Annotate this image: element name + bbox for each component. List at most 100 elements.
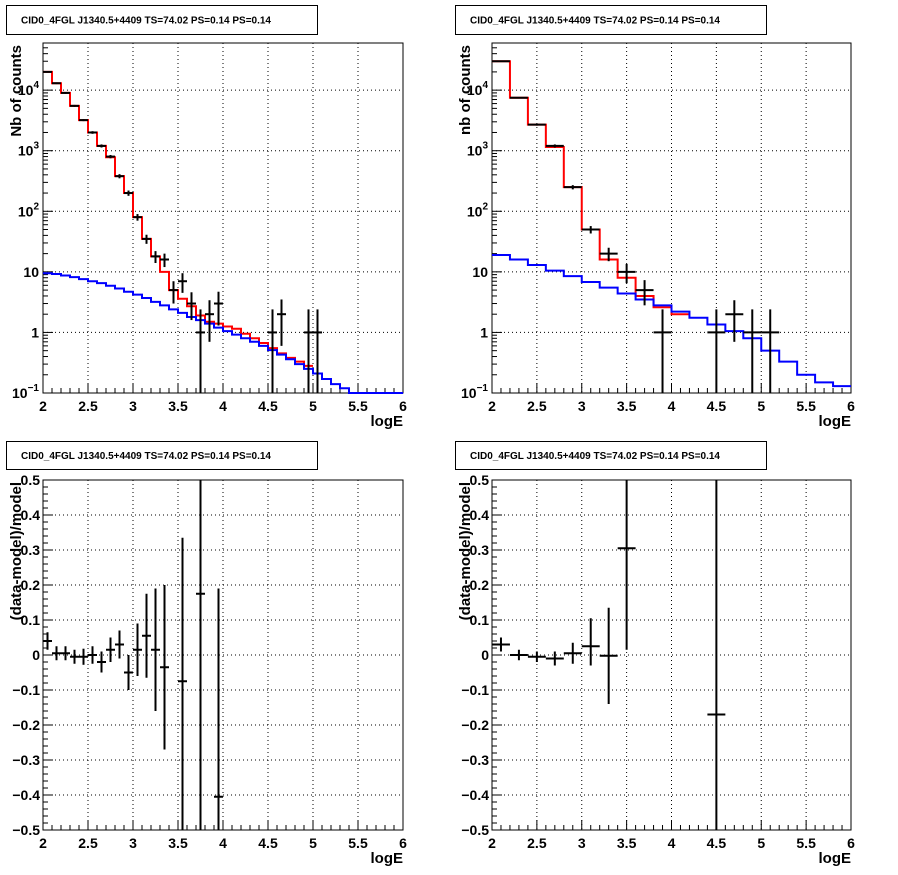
x-tick-label: 4.5 [258, 398, 278, 414]
data-point [115, 174, 124, 179]
x-tick-label: 4 [219, 398, 227, 414]
data-point [313, 309, 322, 393]
x-tick-label: 5.5 [796, 398, 816, 414]
series-residual-points [492, 480, 726, 830]
chart-panel-1: CID0_4FGL J1340.5+4409 TS=74.02 PS=0.14 … [6, 5, 407, 430]
data-point [545, 144, 564, 148]
data-point [277, 299, 286, 346]
data-point [527, 651, 546, 662]
x-tick-label: 5 [757, 835, 765, 851]
data-point [151, 251, 160, 264]
grid [43, 480, 403, 830]
data-point [169, 281, 178, 304]
data-point [115, 630, 124, 659]
axis-ticks [491, 479, 852, 831]
data-point [268, 309, 277, 393]
data-point [187, 292, 196, 321]
x-tick-label: 3.5 [617, 835, 637, 851]
x-tick-label: 3.5 [168, 398, 188, 414]
chart-panel-2: CID0_4FGL J1340.5+4409 TS=74.02 PS=0.14 … [455, 5, 855, 430]
grid [43, 43, 403, 393]
data-point [79, 119, 88, 122]
data-point [124, 190, 133, 196]
data-point [743, 309, 762, 393]
x-tick-label: 6 [399, 398, 407, 414]
series-data-points [43, 70, 322, 393]
y-tick-label: 103 [467, 141, 489, 159]
y-tick-label: 103 [18, 141, 40, 159]
x-tick-label: 5.5 [348, 835, 368, 851]
data-point [635, 280, 654, 306]
chart-panel-3: CID0_4FGL J1340.5+4409 TS=74.02 PS=0.14 … [6, 441, 407, 867]
axis-ticks [42, 42, 404, 394]
x-tick-label: 6 [399, 835, 407, 851]
x-tick-label: 4.5 [707, 398, 727, 414]
series-total-model-line [492, 60, 690, 316]
data-point [43, 70, 52, 73]
data-point [70, 104, 79, 107]
y-tick-label: 1 [31, 324, 39, 340]
data-point [205, 300, 214, 342]
y-tick-label: 0.4 [21, 507, 41, 523]
data-point [563, 642, 582, 664]
data-point [133, 623, 142, 676]
x-axis-label: logE [371, 850, 404, 867]
x-tick-label: 4 [668, 398, 676, 414]
x-axis-label: logE [371, 413, 404, 430]
x-tick-label: 3.5 [168, 835, 188, 851]
y-axis-label: (data-model)/model [457, 482, 474, 620]
data-point [97, 651, 106, 673]
x-tick-label: 2.5 [527, 398, 547, 414]
data-point [106, 154, 115, 159]
y-tick-label: 0.2 [470, 577, 490, 593]
y-tick-label: 10−1 [461, 383, 488, 401]
y-tick-label: −0.1 [12, 682, 40, 698]
x-tick-label: 3 [578, 398, 586, 414]
data-point [142, 234, 151, 244]
x-tick-label: 2 [39, 398, 47, 414]
x-tick-label: 2.5 [78, 835, 98, 851]
series-residual-points [43, 480, 223, 830]
grid [492, 43, 851, 393]
y-tick-label: −0.4 [12, 787, 40, 803]
x-tick-label: 6 [847, 835, 855, 851]
y-tick-label: 0 [32, 647, 40, 663]
x-tick-label: 3.5 [617, 398, 637, 414]
y-axis-label: nb of counts [457, 45, 474, 135]
y-tick-label: −0.3 [461, 752, 489, 768]
x-tick-label: 3 [129, 835, 137, 851]
x-axis-label: logE [819, 850, 852, 867]
series-source-model-line [43, 272, 403, 394]
x-tick-label: 5 [757, 398, 765, 414]
data-point [545, 651, 564, 666]
x-tick-label: 3 [578, 835, 586, 851]
data-point [151, 588, 160, 711]
x-tick-label: 4.5 [707, 835, 727, 851]
data-point [196, 309, 205, 393]
x-tick-label: 5 [309, 835, 317, 851]
x-tick-label: 2 [39, 835, 47, 851]
data-point [617, 480, 636, 650]
data-point [725, 300, 744, 342]
y-tick-label: 104 [467, 80, 489, 98]
y-tick-label: 0.2 [21, 577, 41, 593]
title-box [6, 441, 318, 470]
y-axis-label: (data-model)/model [8, 482, 25, 620]
data-point [178, 273, 187, 293]
data-point [707, 309, 726, 393]
y-tick-label: 0.3 [21, 542, 41, 558]
chart-title: CID0_4FGL J1340.5+4409 TS=74.02 PS=0.14 … [470, 451, 720, 462]
y-tick-label: −0.4 [461, 787, 489, 803]
y-tick-label: 104 [18, 80, 40, 98]
y-tick-label: 0.5 [470, 472, 490, 488]
data-point [492, 60, 510, 63]
y-tick-label: 102 [18, 201, 40, 219]
y-tick-label: 0.5 [21, 472, 41, 488]
y-tick-label: 1 [480, 324, 488, 340]
chart-title: CID0_4FGL J1340.5+4409 TS=74.02 PS=0.14 … [470, 16, 720, 27]
y-tick-label: 10 [472, 264, 488, 280]
y-axis-label: Nb of counts [8, 45, 25, 137]
x-tick-label: 2 [488, 835, 496, 851]
data-point [178, 537, 187, 830]
